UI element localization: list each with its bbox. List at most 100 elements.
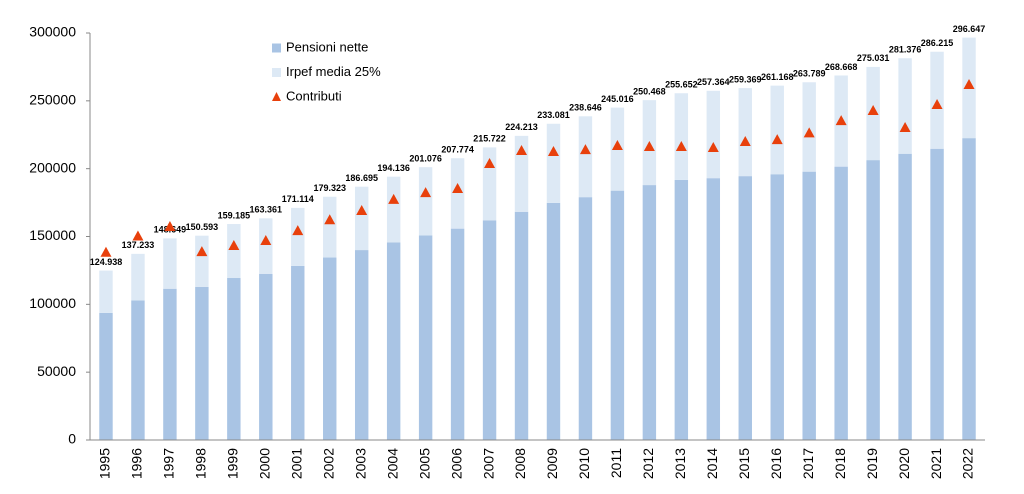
x-tick-label: 2005 bbox=[416, 448, 432, 479]
bar-segment bbox=[642, 185, 657, 440]
bar-segment bbox=[163, 238, 177, 289]
x-tick-label: 2020 bbox=[896, 448, 912, 479]
x-tick-label: 2006 bbox=[448, 448, 464, 479]
marker bbox=[164, 221, 176, 232]
marker bbox=[739, 135, 751, 146]
bar-segment bbox=[866, 160, 880, 440]
bar-segment bbox=[674, 93, 689, 180]
y-tick-label: 200000 bbox=[29, 159, 76, 175]
total-label: 296.647 bbox=[953, 24, 986, 34]
x-tick-label: 2001 bbox=[288, 448, 304, 479]
marker bbox=[931, 99, 943, 110]
x-tick-label: 2017 bbox=[800, 448, 816, 479]
bar-segment bbox=[259, 218, 273, 274]
bar-segment bbox=[386, 176, 401, 243]
bar-segment bbox=[578, 197, 593, 440]
y-tick-label: 300000 bbox=[29, 24, 76, 40]
x-tick-label: 2018 bbox=[832, 448, 848, 479]
x-tick-label: 2007 bbox=[480, 448, 496, 479]
total-label: 159.185 bbox=[218, 210, 251, 220]
total-label: 207.774 bbox=[441, 144, 474, 154]
x-tick-label: 2011 bbox=[608, 448, 624, 478]
bar-segment bbox=[962, 138, 976, 440]
marker bbox=[803, 127, 815, 138]
bar-segment bbox=[99, 312, 113, 440]
total-label: 201.076 bbox=[409, 154, 442, 164]
marker bbox=[707, 142, 719, 153]
marker bbox=[196, 246, 208, 257]
bar-segment bbox=[163, 288, 177, 440]
marker bbox=[228, 239, 240, 250]
total-label: 224.213 bbox=[505, 122, 538, 132]
total-label: 179.323 bbox=[313, 183, 346, 193]
marker bbox=[388, 193, 400, 204]
legend-label: Irpef media 25% bbox=[286, 64, 381, 79]
x-tick-label: 2000 bbox=[257, 448, 273, 479]
x-tick-label: 1999 bbox=[225, 448, 241, 479]
total-label: 255.652 bbox=[665, 80, 698, 90]
total-label: 163.361 bbox=[250, 205, 283, 215]
total-label: 137.233 bbox=[122, 240, 155, 250]
bar-segment bbox=[610, 190, 625, 440]
total-label: 261.168 bbox=[761, 72, 794, 82]
y-tick-label: 100000 bbox=[29, 295, 76, 311]
bar-segment bbox=[131, 300, 145, 440]
total-label: 250.468 bbox=[633, 87, 666, 97]
bar-segment bbox=[354, 186, 369, 251]
legend-swatch bbox=[272, 43, 281, 53]
bar-segment bbox=[195, 235, 209, 287]
x-tick-label: 1995 bbox=[97, 448, 113, 479]
x-tick-label: 1996 bbox=[129, 448, 145, 479]
bar-segment bbox=[738, 88, 752, 177]
total-label: 150.593 bbox=[186, 222, 219, 232]
marker bbox=[420, 187, 432, 198]
x-tick-label: 2002 bbox=[320, 448, 336, 479]
bar-segment bbox=[898, 153, 912, 440]
x-tick-label: 2019 bbox=[864, 448, 880, 479]
x-tick-label: 2014 bbox=[704, 448, 720, 479]
x-tick-label: 2016 bbox=[768, 448, 784, 479]
x-tick-label: 2015 bbox=[736, 448, 752, 479]
marker bbox=[452, 183, 464, 194]
marker bbox=[579, 144, 591, 155]
bar-segment bbox=[770, 174, 784, 440]
bar-segment bbox=[578, 116, 593, 198]
bar-segment bbox=[291, 265, 305, 440]
x-tick-label: 2008 bbox=[512, 448, 528, 479]
x-tick-label: 2003 bbox=[352, 448, 368, 479]
bar-segment bbox=[482, 220, 497, 440]
bar-segment bbox=[834, 166, 848, 441]
total-label: 275.031 bbox=[857, 53, 890, 63]
bar-segment bbox=[227, 224, 241, 279]
total-label: 124.938 bbox=[90, 257, 123, 267]
x-tick-label: 2022 bbox=[960, 448, 976, 479]
total-label: 268.668 bbox=[825, 62, 858, 72]
bar-segment bbox=[898, 58, 912, 154]
total-label: 257.364 bbox=[697, 77, 730, 87]
legend-label: Contributi bbox=[286, 88, 342, 103]
bar-segment bbox=[323, 196, 337, 258]
y-tick-label: 150000 bbox=[29, 227, 76, 243]
bar-segment bbox=[802, 171, 816, 440]
x-tick-label: 2013 bbox=[672, 448, 688, 479]
marker bbox=[611, 140, 623, 151]
marker bbox=[675, 140, 687, 151]
total-label: 263.789 bbox=[793, 69, 826, 79]
total-label: 194.136 bbox=[377, 163, 410, 173]
total-label: 238.646 bbox=[569, 103, 602, 113]
legend-swatch bbox=[272, 68, 281, 77]
bar-segment bbox=[418, 167, 433, 236]
y-tick-label: 250000 bbox=[29, 92, 76, 108]
bar-segment bbox=[99, 270, 113, 313]
bar-segment bbox=[450, 228, 465, 440]
bar-segment bbox=[802, 82, 816, 172]
legend-swatch bbox=[272, 92, 281, 101]
marker bbox=[324, 214, 336, 225]
total-label: 215.722 bbox=[473, 134, 506, 144]
marker bbox=[260, 234, 272, 245]
marker bbox=[356, 204, 368, 215]
bar-segment bbox=[706, 90, 721, 179]
x-tick-label: 2009 bbox=[544, 448, 560, 479]
marker bbox=[547, 145, 559, 156]
